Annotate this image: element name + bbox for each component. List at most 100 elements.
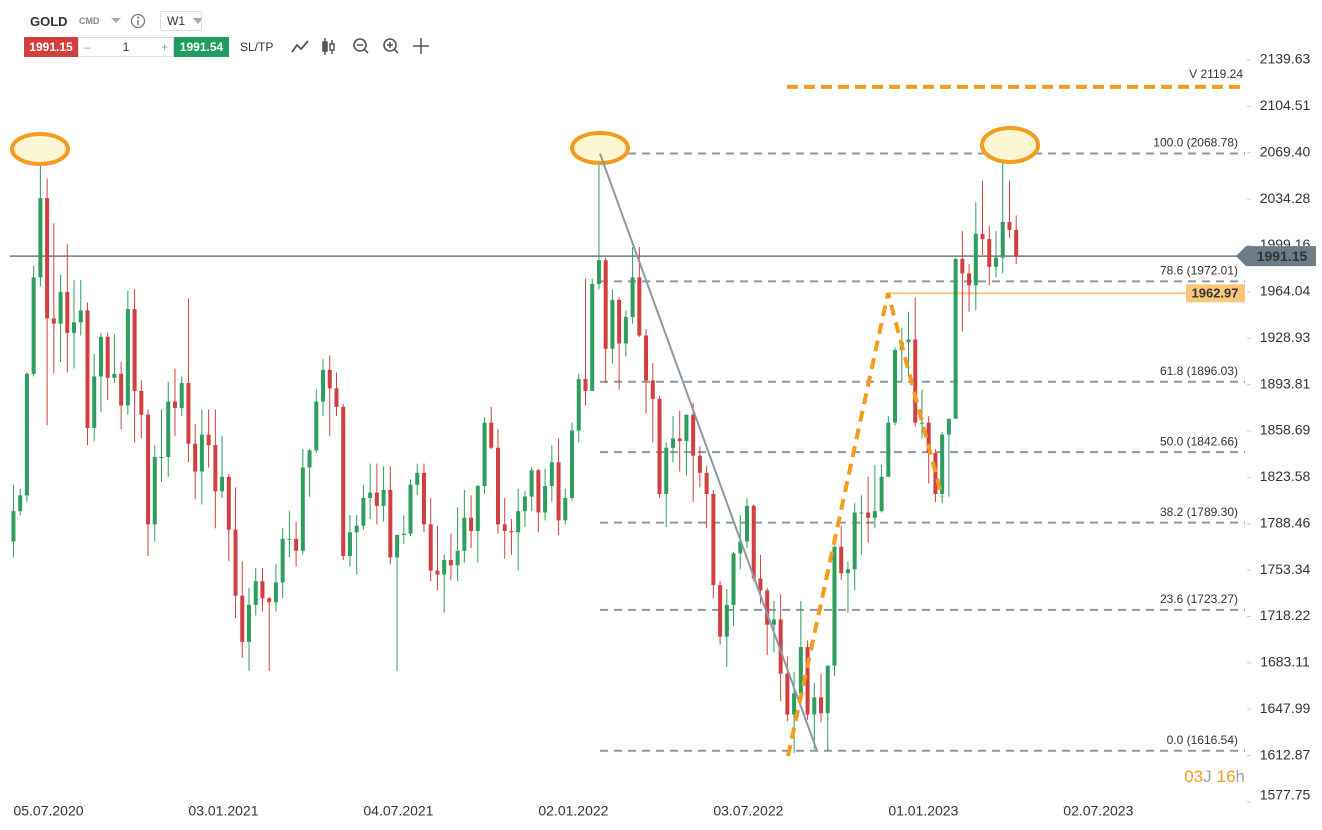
candle-body [321, 369, 326, 402]
y-tick-label: 1928.93 [1260, 329, 1311, 345]
candle-body [226, 476, 231, 530]
candle-body [65, 291, 70, 333]
candle-body [240, 595, 245, 642]
buy-price[interactable]: 1991.54 [174, 37, 229, 57]
candle-body [893, 350, 898, 423]
y-tick-label: 1753.34 [1260, 561, 1311, 577]
plus-button[interactable]: + [160, 40, 168, 54]
candle-body [886, 422, 891, 477]
candle-body [610, 299, 615, 349]
x-tick-label: 02.01.2022 [538, 803, 608, 819]
candle-body [529, 470, 534, 497]
candle-body [994, 257, 998, 267]
candle-body [105, 336, 110, 378]
x-tick-label: 03.07.2022 [713, 803, 783, 819]
candle-body [327, 369, 332, 389]
drawings [10, 126, 1040, 757]
toolbar-icons [291, 38, 429, 55]
candle-body [421, 472, 426, 525]
candle-body [300, 467, 305, 551]
candle-body [334, 388, 339, 407]
candle-body [812, 697, 817, 715]
move-icon[interactable] [413, 38, 429, 54]
candle-body [576, 379, 581, 431]
candle-body [253, 581, 258, 605]
y-tick-label: 1683.11 [1260, 654, 1310, 670]
candle-body [785, 673, 790, 715]
candle-body [845, 569, 850, 574]
candle-body [482, 422, 487, 487]
trend-line [599, 153, 818, 752]
y-tick-label: 1612.87 [1260, 746, 1311, 762]
candle-body [583, 379, 588, 391]
x-tick-label: 03.01.2021 [188, 803, 258, 819]
candle-body [805, 647, 810, 715]
candle-body [718, 585, 723, 637]
candle-body [980, 233, 985, 240]
candle-body [650, 380, 655, 399]
candle-body [825, 665, 830, 714]
x-tick-label: 01.01.2023 [888, 803, 958, 819]
candle-body [926, 422, 931, 454]
candle-body [496, 447, 500, 525]
info-icon[interactable] [130, 13, 146, 29]
candle-body [18, 495, 23, 512]
candle-body [556, 462, 561, 521]
candle-body [940, 434, 945, 494]
candle-body [832, 546, 837, 666]
candle-body [677, 438, 682, 442]
candle-body [570, 430, 575, 498]
fib-label: 100.0 (2068.78) [1153, 136, 1238, 150]
candle-body [139, 390, 144, 415]
candle-body [960, 258, 965, 274]
candle-body [933, 453, 938, 494]
candle-body [913, 339, 918, 423]
candle-body [637, 277, 642, 336]
candle-body [475, 486, 480, 531]
minus-button[interactable]: – [84, 40, 91, 54]
candle-body [657, 398, 662, 494]
dropdown-icon[interactable] [110, 17, 122, 25]
zoom-in-icon[interactable] [383, 38, 399, 54]
price-tag-label: 1991.15 [1257, 248, 1308, 264]
zoom-out-icon[interactable] [353, 38, 369, 54]
countdown-part: 16 [1217, 767, 1236, 786]
candle-body [462, 517, 467, 551]
candle-body [1000, 221, 1005, 258]
candle-body [85, 310, 90, 428]
timeframe[interactable]: W1 [160, 11, 202, 31]
candle-body [704, 472, 709, 494]
candle-body [72, 322, 77, 333]
y-tick-label: 2069.40 [1260, 143, 1311, 159]
candle-body [448, 560, 453, 566]
symbol[interactable]: GOLD [30, 13, 68, 29]
candle-body [112, 373, 117, 378]
candle-body [361, 497, 366, 526]
candle-body [260, 581, 265, 599]
timeframe-label: W1 [167, 14, 185, 28]
candle-body [146, 414, 151, 525]
candle-body [280, 538, 285, 583]
line-chart-icon[interactable] [291, 40, 309, 53]
candle-body [630, 277, 635, 318]
highlight-ellipse [10, 132, 70, 166]
candle-body [596, 260, 601, 285]
candle-icon[interactable] [322, 38, 335, 55]
candle-body [489, 422, 494, 448]
dropdown-icon [193, 17, 201, 24]
sltp-button[interactable]: SL/TP [240, 40, 274, 54]
fib-label: 0.0 (1616.54) [1167, 733, 1238, 747]
sell-price[interactable]: 1991.15 [24, 37, 78, 57]
candle-body [691, 414, 696, 456]
candle-body [179, 383, 184, 409]
volume[interactable]: 1 [122, 40, 130, 54]
x-tick-label: 02.07.2023 [1063, 803, 1133, 819]
candle-body [341, 406, 346, 557]
y-tick-label: 1823.58 [1260, 468, 1311, 484]
candle-body [852, 512, 857, 570]
candle-body [307, 450, 312, 468]
candle-body [670, 438, 675, 448]
y-tick-label: 1788.46 [1260, 514, 1311, 530]
candle-body [233, 529, 238, 596]
candle-body [415, 472, 420, 485]
